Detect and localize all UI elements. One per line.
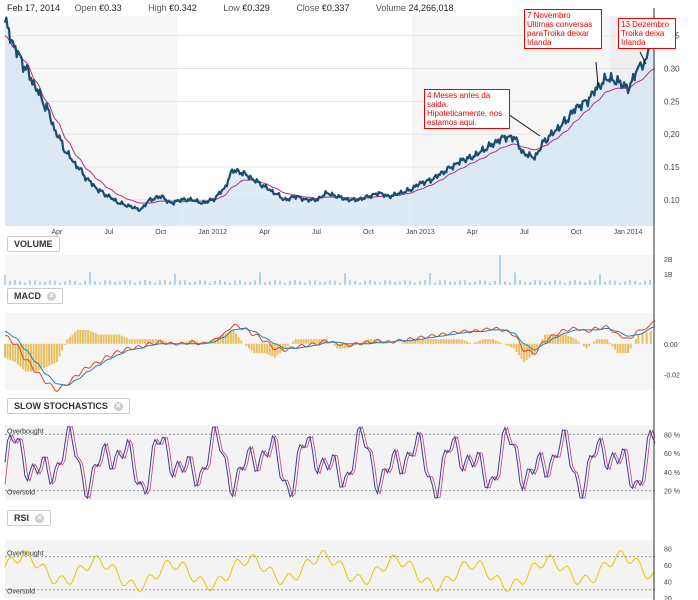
macd-tick-label: -0.02	[664, 373, 680, 380]
stoch-tick-label: 60 %	[664, 451, 680, 458]
stoch-panel-bg	[5, 425, 655, 500]
rsi-tick-label: 80	[664, 546, 672, 553]
price-line	[3, 16, 657, 213]
stoch-k-line	[4, 425, 656, 500]
price-area	[5, 17, 655, 226]
low-label: Low	[223, 3, 240, 13]
annotation-novembro: 7 Novembro Ultimas conversas paraTroika …	[524, 9, 602, 49]
x-tick-label: Apr	[259, 229, 271, 236]
rsi-overbought-label: Overbought	[7, 551, 44, 558]
x-tick-label: Jul	[312, 229, 321, 236]
stoch-oversold-label: Oversold	[7, 490, 35, 497]
annotation-dezembro: 13 Dezembro Troika deixa Irlanda	[618, 18, 676, 49]
volume-tick-label: 2B	[664, 257, 673, 264]
stoch-overbought-label: Overbought	[7, 428, 44, 435]
macd-signal-line	[4, 326, 656, 386]
price-y-tick-label: 0.15	[664, 163, 680, 172]
volume-panel-title[interactable]: VOLUME	[7, 236, 60, 252]
volume-tick-label: 1B	[664, 272, 673, 279]
annotation-arrow	[504, 111, 541, 137]
rsi-panel-bg	[5, 540, 655, 598]
close-value: €0.337	[321, 3, 350, 13]
price-y-tick-label: 0.10	[664, 196, 680, 205]
price-y-tick-label: 0.30	[664, 65, 680, 74]
macd-line	[4, 320, 656, 393]
volume-label: Volume	[375, 3, 406, 13]
annotation-arrow	[595, 61, 599, 86]
quote-header: Feb 17, 2014 Open €0.33 High €0.342 Low …	[7, 3, 477, 13]
macd-title-text: MACD	[14, 291, 41, 301]
price-panel-band	[178, 16, 412, 226]
stoch-tick-label: 20 %	[664, 489, 680, 496]
stoch-panel-title[interactable]: SLOW STOCHASTICS ✕	[7, 398, 130, 415]
volume-panel-bg	[5, 255, 655, 285]
rsi-panel-title[interactable]: RSI ✕	[7, 510, 52, 527]
price-y-tick-label: 0.25	[664, 97, 680, 106]
high-label: High	[148, 3, 167, 13]
macd-panel-bg	[5, 313, 655, 390]
quote-date: Feb 17, 2014	[7, 3, 61, 13]
volume-title-text: VOLUME	[14, 239, 53, 249]
close-icon[interactable]: ✕	[47, 292, 56, 302]
x-tick-label: Jul	[104, 229, 113, 236]
rsi-line	[4, 549, 656, 593]
x-tick-label: Jan 2014	[614, 229, 643, 236]
rsi-title-text: RSI	[14, 513, 30, 523]
stoch-title-text: SLOW STOCHASTICS	[14, 401, 108, 411]
x-tick-label: Oct	[363, 229, 374, 236]
x-tick-label: Apr	[51, 229, 63, 236]
stoch-tick-label: 40 %	[664, 470, 680, 477]
x-tick-label: Apr	[467, 229, 479, 236]
rsi-tick-label: 20	[664, 596, 672, 600]
stoch-tick-label: 80 %	[664, 432, 680, 439]
annotation-arrow	[639, 51, 647, 65]
high-value: €0.342	[169, 3, 197, 13]
stoch-d-line	[4, 426, 656, 499]
close-icon[interactable]: ✕	[113, 402, 123, 412]
x-tick-label: Oct	[155, 229, 166, 236]
macd-tick-label: 0.00	[664, 342, 678, 349]
x-tick-label: Jan 2012	[198, 229, 227, 236]
price-y-tick-label: 0.20	[664, 130, 680, 139]
rsi-tick-label: 40	[664, 579, 672, 586]
annotation-saida: 4 Meses antes da saida. Hipoteticamente,…	[424, 89, 510, 129]
x-tick-label: Jan 2013	[406, 229, 435, 236]
open-label: Open	[74, 3, 97, 13]
close-label: Close	[296, 3, 320, 13]
x-tick-label: Oct	[571, 229, 582, 236]
rsi-oversold-label: Oversold	[7, 589, 35, 596]
low-value: €0.329	[242, 3, 270, 13]
close-icon[interactable]: ✕	[35, 514, 45, 524]
x-tick-label: Jul	[520, 229, 529, 236]
macd-panel-title[interactable]: MACD ✕	[7, 288, 63, 305]
rsi-tick-label: 60	[664, 563, 672, 570]
volume-value: 24,266,018	[408, 3, 454, 13]
open-value: €0.33	[99, 3, 122, 13]
